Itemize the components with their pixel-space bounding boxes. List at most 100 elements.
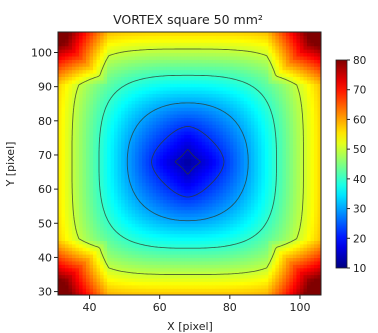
heatmap-cell (152, 38, 157, 43)
heatmap-cell (61, 151, 66, 156)
heatmap-cell (215, 158, 220, 163)
heatmap-cell (93, 178, 98, 183)
heatmap-cell (135, 274, 140, 279)
heatmap-cell (243, 107, 248, 112)
heatmap-cell (229, 236, 234, 241)
heatmap-cell (243, 100, 248, 105)
heatmap-cell (180, 250, 185, 255)
heatmap-cell (96, 35, 101, 40)
heatmap-cell (124, 233, 129, 238)
heatmap-cell (117, 247, 122, 252)
heatmap-cell (156, 216, 161, 221)
heatmap-cell (159, 277, 164, 282)
heatmap-cell (170, 277, 175, 282)
heatmap-cell (222, 178, 227, 183)
heatmap-cell (229, 254, 234, 259)
heatmap-cell (65, 55, 70, 60)
heatmap-cell (187, 86, 192, 91)
heatmap-cell (226, 202, 231, 207)
heatmap-cell (145, 226, 150, 231)
heatmap-cell (236, 90, 241, 95)
heatmap-cell (212, 216, 217, 221)
heatmap-cell (271, 35, 277, 40)
heatmap-cell (131, 254, 136, 259)
heatmap-cell (243, 69, 248, 74)
heatmap-cell (149, 127, 154, 132)
heatmap-cell (114, 257, 119, 262)
heatmap-cell (212, 240, 217, 245)
heatmap-cell (75, 117, 80, 122)
heatmap-cell (89, 260, 94, 265)
heatmap-cell (117, 134, 122, 139)
heatmap-cell (114, 264, 119, 269)
heatmap-cell (107, 127, 112, 132)
heatmap-cell (145, 195, 150, 200)
heatmap-cell (58, 151, 63, 156)
heatmap-cell (282, 284, 287, 289)
heatmap-cell (219, 148, 224, 153)
heatmap-cell (96, 175, 101, 180)
heatmap-cell (75, 161, 80, 166)
heatmap-cell (247, 86, 252, 91)
heatmap-cell (212, 274, 217, 279)
heatmap-cell (149, 62, 154, 67)
heatmap-cell (233, 103, 238, 108)
heatmap-cell (135, 288, 140, 293)
heatmap-cell (156, 148, 161, 153)
heatmap-cell (117, 76, 122, 81)
heatmap-cell (205, 120, 210, 125)
heatmap-cell (86, 45, 91, 50)
heatmap-cell (219, 90, 224, 95)
heatmap-cell (117, 42, 122, 47)
heatmap-cell (243, 247, 248, 252)
heatmap-cell (247, 35, 252, 40)
heatmap-cell (86, 52, 91, 57)
heatmap-cell (243, 185, 248, 190)
heatmap-cell (198, 100, 203, 105)
heatmap-cell (170, 175, 175, 180)
heatmap-cell (107, 236, 112, 241)
heatmap-cell (145, 38, 150, 43)
heatmap-cell (240, 264, 245, 269)
heatmap-cell (156, 32, 161, 37)
heatmap-cell (124, 55, 129, 60)
heatmap-cell (145, 62, 150, 67)
heatmap-cell (138, 52, 143, 57)
heatmap-cell (191, 120, 196, 125)
heatmap-cell (152, 117, 157, 122)
heatmap-cell (75, 35, 80, 40)
heatmap-cell (282, 165, 287, 170)
heatmap-cell (93, 182, 98, 187)
heatmap-cell (264, 172, 269, 177)
heatmap-cell (243, 42, 248, 47)
heatmap-cell (89, 151, 94, 156)
heatmap-cell (93, 192, 98, 197)
heatmap-cell (93, 137, 98, 142)
heatmap-cell (93, 219, 98, 224)
heatmap-cell (208, 168, 213, 173)
heatmap-cell (166, 199, 171, 204)
heatmap-cell (282, 69, 287, 74)
heatmap-cell (61, 103, 66, 108)
heatmap-cell (173, 127, 178, 132)
heatmap-cell (138, 62, 143, 67)
heatmap-cell (219, 134, 224, 139)
heatmap-cell (194, 76, 199, 81)
heatmap-cell (257, 219, 262, 224)
heatmap-cell (282, 192, 287, 197)
heatmap-cell (180, 124, 185, 129)
heatmap-cell (233, 158, 238, 163)
heatmap-cell (243, 250, 248, 255)
heatmap-cell (86, 209, 91, 214)
heatmap-cell (72, 141, 77, 146)
heatmap-cell (149, 195, 154, 200)
heatmap-cell (247, 107, 252, 112)
heatmap-cell (222, 69, 227, 74)
heatmap-cell (180, 90, 185, 95)
heatmap-cell (103, 144, 108, 149)
heatmap-cell (173, 175, 178, 180)
heatmap-cell (191, 185, 196, 190)
heatmap-cell (264, 260, 269, 265)
heatmap-cell (107, 134, 112, 139)
heatmap-cell (215, 240, 220, 245)
